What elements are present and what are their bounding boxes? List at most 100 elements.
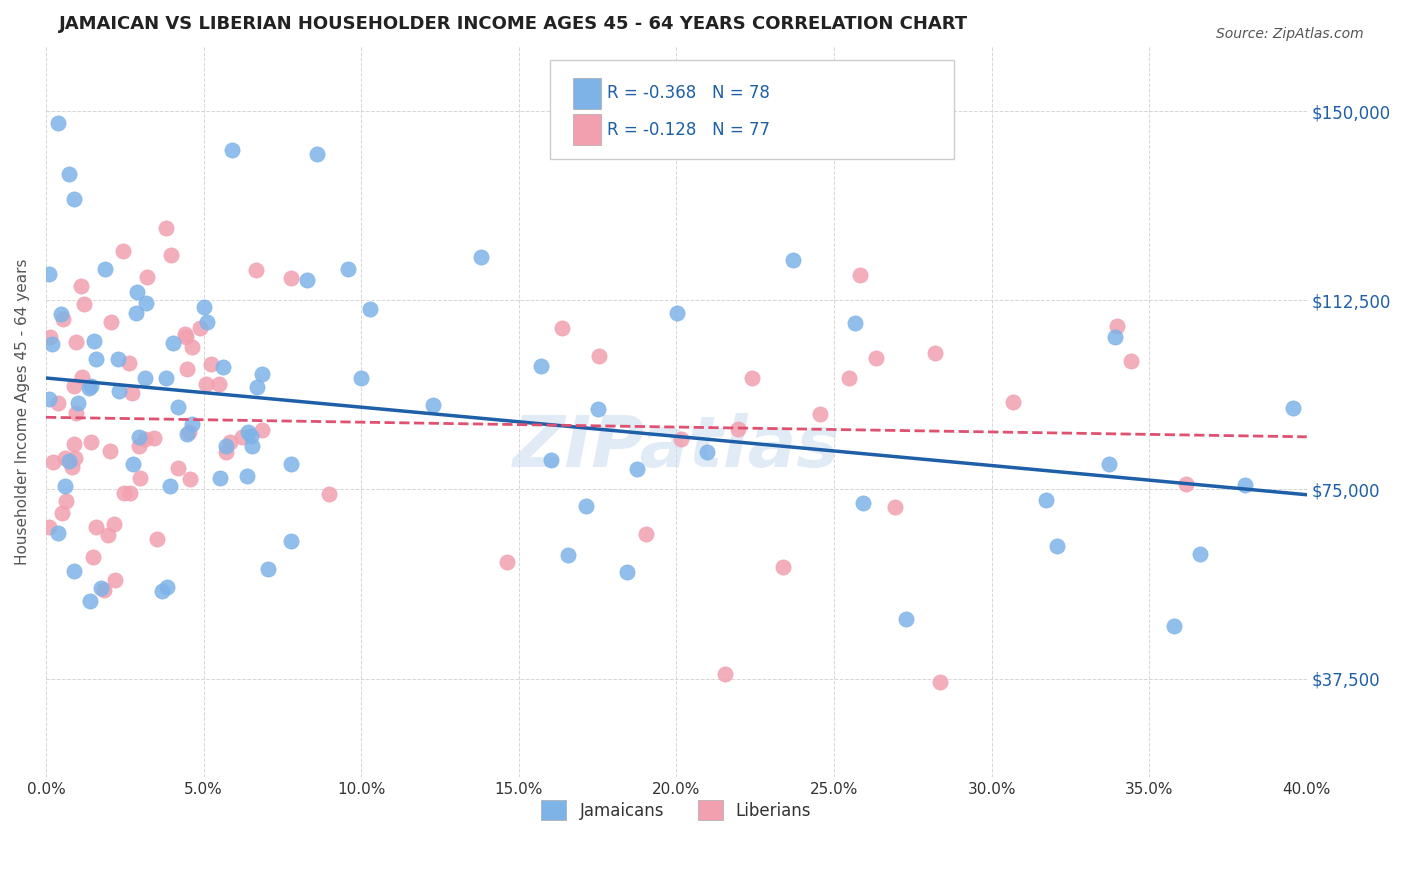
Point xyxy=(1234,477,1257,491)
Point xyxy=(52,312,75,326)
Point xyxy=(83,334,105,348)
Point xyxy=(671,433,693,447)
Point xyxy=(38,519,60,533)
Point xyxy=(128,430,150,444)
Point xyxy=(616,565,638,579)
Point xyxy=(245,263,267,277)
Point xyxy=(236,425,259,440)
Point xyxy=(231,429,253,443)
Point xyxy=(1175,477,1198,491)
Point xyxy=(108,384,131,398)
Point xyxy=(188,321,211,335)
Point xyxy=(844,316,866,330)
Point xyxy=(808,408,831,422)
Point xyxy=(212,359,235,374)
Point xyxy=(696,444,718,458)
Point xyxy=(179,472,201,486)
Point xyxy=(63,379,86,393)
Point xyxy=(865,351,887,366)
Text: ZIPatlas: ZIPatlas xyxy=(513,413,839,483)
Point xyxy=(586,402,609,417)
Point xyxy=(240,439,263,453)
Point xyxy=(125,285,148,299)
Point xyxy=(336,262,359,277)
Point xyxy=(38,392,60,406)
Point xyxy=(280,270,302,285)
Point xyxy=(65,335,87,350)
Point xyxy=(162,335,184,350)
Point xyxy=(924,346,946,360)
Legend: Jamaicans, Liberians: Jamaicans, Liberians xyxy=(534,793,818,827)
Point xyxy=(176,362,198,376)
Point xyxy=(280,534,302,549)
Point xyxy=(575,500,598,514)
Point xyxy=(70,279,93,293)
Point xyxy=(295,272,318,286)
Point xyxy=(60,460,83,475)
Point xyxy=(98,443,121,458)
FancyBboxPatch shape xyxy=(574,114,600,145)
Point xyxy=(257,562,280,576)
Point xyxy=(1188,547,1211,561)
Point xyxy=(782,253,804,268)
Point xyxy=(167,400,190,414)
Point xyxy=(46,116,69,130)
Point xyxy=(236,469,259,483)
Point xyxy=(142,431,165,445)
Point xyxy=(146,533,169,547)
Point xyxy=(156,580,179,594)
Point xyxy=(70,370,93,384)
Point xyxy=(135,295,157,310)
Point xyxy=(174,330,197,344)
Point xyxy=(557,548,579,562)
Point xyxy=(128,439,150,453)
Point xyxy=(125,306,148,320)
Point xyxy=(350,371,373,385)
Point xyxy=(180,340,202,354)
Point xyxy=(194,376,217,391)
Point xyxy=(1046,539,1069,553)
FancyBboxPatch shape xyxy=(550,61,953,159)
Point xyxy=(883,500,905,514)
Point xyxy=(636,526,658,541)
Point xyxy=(588,349,610,363)
Point xyxy=(134,432,156,446)
Text: R = -0.128   N = 77: R = -0.128 N = 77 xyxy=(607,120,770,139)
Point xyxy=(63,564,86,578)
Point xyxy=(53,479,76,493)
Point xyxy=(38,330,60,344)
Point xyxy=(55,494,77,508)
Point xyxy=(540,453,562,467)
Point xyxy=(82,549,104,564)
Point xyxy=(63,451,86,466)
Point xyxy=(1098,457,1121,471)
Point xyxy=(160,248,183,262)
Point xyxy=(159,479,181,493)
Point xyxy=(626,462,648,476)
Point xyxy=(93,582,115,597)
Point xyxy=(73,297,96,311)
Point xyxy=(1001,395,1024,409)
Point xyxy=(112,244,135,259)
Point xyxy=(250,367,273,381)
Point xyxy=(174,327,197,342)
Point xyxy=(1107,319,1129,334)
Point xyxy=(307,147,329,161)
Point xyxy=(1035,493,1057,508)
Point xyxy=(470,250,492,264)
Point xyxy=(250,423,273,437)
Point xyxy=(136,269,159,284)
Point xyxy=(318,486,340,500)
Point xyxy=(727,422,749,436)
Point xyxy=(100,315,122,329)
Point xyxy=(772,560,794,574)
Point xyxy=(53,451,76,466)
Point xyxy=(551,320,574,334)
Point xyxy=(422,398,444,412)
Point xyxy=(838,371,860,385)
Point xyxy=(176,427,198,442)
Point xyxy=(118,486,141,500)
Point xyxy=(129,471,152,485)
Text: R = -0.368   N = 78: R = -0.368 N = 78 xyxy=(607,84,770,103)
Point xyxy=(112,486,135,500)
